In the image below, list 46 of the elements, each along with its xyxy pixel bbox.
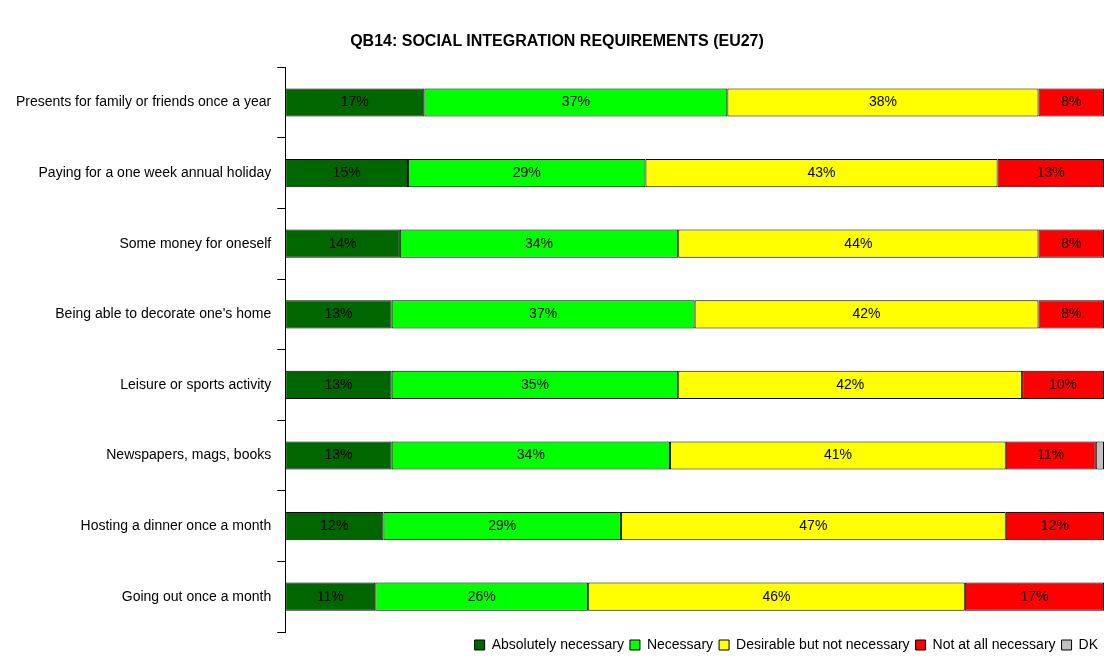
y-tick-label: Being able to decorate one's home (55, 305, 272, 322)
y-tick-label: Paying for a one week annual holiday (38, 163, 272, 180)
data-label: 34% (516, 446, 545, 463)
data-label: 15% (332, 163, 361, 180)
data-label: 29% (512, 163, 541, 180)
legend-label: Absolutely necessary (491, 635, 624, 652)
y-tick-label: Hosting a dinner once a month (80, 516, 272, 533)
legend-label: Not at all necessary (932, 635, 1056, 652)
y-tick-label: Some money for oneself (119, 234, 272, 251)
data-label: 11% (1037, 446, 1065, 463)
data-label: 34% (525, 234, 554, 251)
legend-label: Necessary (646, 635, 714, 652)
data-label: 42% (836, 375, 865, 392)
data-label: 29% (488, 516, 517, 533)
data-label: 12% (320, 516, 349, 533)
data-label: 42% (852, 305, 881, 322)
y-tick-label: Presents for family or friends once a year (15, 93, 272, 110)
data-label: 10% (1049, 375, 1078, 392)
data-label: 35% (520, 375, 549, 392)
data-label: 13% (1036, 163, 1065, 180)
data-label: 41% (823, 446, 852, 463)
legend-label: Desirable but not necessary (736, 635, 910, 652)
data-label: 11% (316, 587, 344, 604)
data-label: 37% (529, 305, 558, 322)
legend-label: DK (1078, 635, 1099, 652)
data-label: 8% (1061, 305, 1082, 322)
data-label: 38% (868, 93, 897, 110)
data-label: 13% (324, 446, 353, 463)
data-label: 17% (340, 93, 369, 110)
data-label: 8% (1061, 234, 1082, 251)
data-label: 37% (561, 93, 590, 110)
data-label: 13% (324, 305, 353, 322)
y-tick-label: Leisure or sports activity (120, 375, 272, 392)
chart-title: QB14: SOCIAL INTEGRATION REQUIREMENTS (EU27) (350, 32, 764, 50)
data-label: 13% (324, 375, 353, 392)
y-tick-label: Going out once a month (121, 587, 272, 604)
data-label: 26% (467, 587, 496, 604)
data-label: 47% (799, 516, 828, 533)
data-label: 43% (807, 163, 836, 180)
data-label: 17% (1020, 587, 1049, 604)
data-label: 14% (328, 234, 357, 251)
data-label: 44% (844, 234, 873, 251)
data-label: 46% (762, 587, 791, 604)
y-tick-label: Newspapers, mags, books (106, 446, 272, 463)
data-label: 8% (1061, 93, 1082, 110)
data-label: 12% (1040, 516, 1069, 533)
